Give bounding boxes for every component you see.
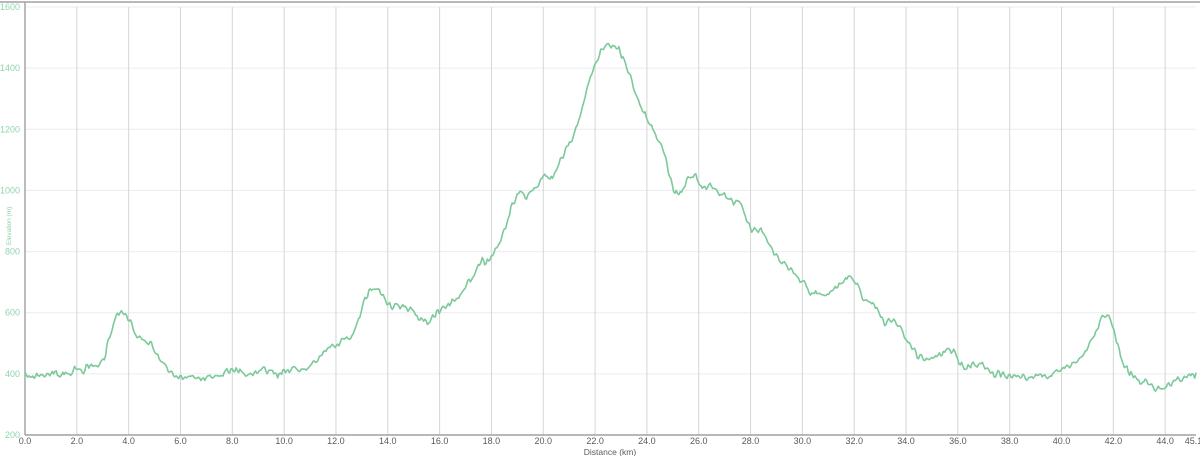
svg-text:2.0: 2.0 [71, 436, 84, 446]
svg-text:22.0: 22.0 [586, 436, 604, 446]
svg-text:4.0: 4.0 [122, 436, 135, 446]
svg-text:40.0: 40.0 [1053, 436, 1071, 446]
svg-text:6.0: 6.0 [174, 436, 187, 446]
svg-text:12.0: 12.0 [327, 436, 345, 446]
svg-text:18.0: 18.0 [483, 436, 501, 446]
svg-text:45.19: 45.19 [1185, 436, 1200, 446]
svg-text:400: 400 [5, 369, 20, 379]
svg-text:8.0: 8.0 [226, 436, 239, 446]
svg-text:1000: 1000 [0, 185, 20, 195]
svg-text:14.0: 14.0 [379, 436, 397, 446]
svg-text:10.0: 10.0 [275, 436, 293, 446]
svg-text:36.0: 36.0 [949, 436, 967, 446]
svg-text:200: 200 [5, 430, 20, 440]
svg-text:38.0: 38.0 [1001, 436, 1019, 446]
svg-text:600: 600 [5, 308, 20, 318]
svg-text:30.0: 30.0 [794, 436, 812, 446]
svg-text:0.0: 0.0 [19, 436, 32, 446]
svg-text:32.0: 32.0 [845, 436, 863, 446]
svg-text:1600: 1600 [0, 2, 20, 12]
svg-text:28.0: 28.0 [742, 436, 760, 446]
svg-text:20.0: 20.0 [534, 436, 552, 446]
svg-text:1200: 1200 [0, 124, 20, 134]
svg-text:24.0: 24.0 [638, 436, 656, 446]
svg-text:26.0: 26.0 [690, 436, 708, 446]
svg-text:1400: 1400 [0, 63, 20, 73]
svg-text:800: 800 [5, 247, 20, 257]
svg-text:42.0: 42.0 [1105, 436, 1123, 446]
svg-text:16.0: 16.0 [431, 436, 449, 446]
svg-text:34.0: 34.0 [897, 436, 915, 446]
svg-text:44.0: 44.0 [1156, 436, 1174, 446]
